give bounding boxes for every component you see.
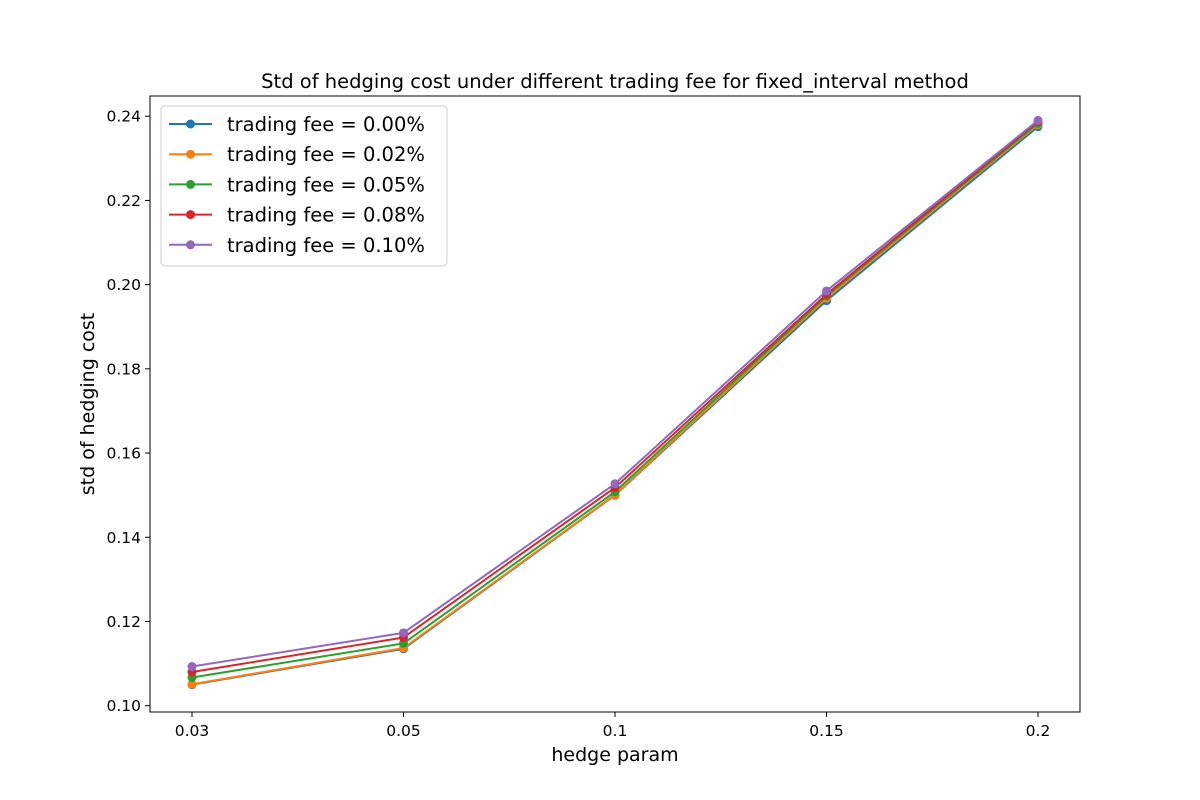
legend: trading fee = 0.00% trading fee = 0.02% tr…	[160, 105, 448, 267]
y-tick-label: 0.14	[106, 529, 141, 547]
data-point	[187, 679, 197, 689]
data-point	[1033, 115, 1043, 125]
x-tick-label: 0.03	[175, 722, 210, 740]
legend-item: trading fee = 0.00%	[169, 113, 425, 136]
data-point	[822, 286, 831, 296]
legend-label: trading fee = 0.10%	[227, 234, 425, 257]
x-tick-label: 0.2	[1026, 722, 1051, 740]
y-axis: 0.10 0.12 0.14 0.16 0.18 0.20 0.22 0.24	[106, 108, 150, 715]
legend-item: trading fee = 0.02%	[169, 143, 425, 166]
x-tick-label: 0.1	[603, 722, 628, 740]
x-axis: 0.03 0.05 0.1 0.15 0.2	[175, 712, 1051, 740]
legend-marker	[186, 240, 195, 250]
data-point	[610, 479, 620, 489]
x-tick-label: 0.15	[809, 722, 844, 740]
data-point	[399, 628, 408, 638]
y-tick-label: 0.12	[106, 613, 141, 631]
legend-label: trading fee = 0.08%	[227, 204, 425, 227]
y-tick-label: 0.16	[106, 445, 141, 463]
series-4	[187, 115, 1043, 672]
x-axis-label: hedge param	[551, 744, 678, 766]
y-tick-label: 0.24	[106, 108, 141, 126]
legend-item: trading fee = 0.08%	[169, 204, 425, 227]
chart-title: Std of hedging cost under different trad…	[261, 70, 969, 93]
x-tick-label: 0.05	[386, 722, 421, 740]
legend-marker	[186, 210, 195, 220]
y-tick-label: 0.20	[106, 276, 141, 294]
y-axis-label: std of hedging cost	[77, 313, 99, 496]
series-group	[187, 115, 1043, 690]
data-point	[187, 662, 197, 672]
legend-label: trading fee = 0.00%	[227, 113, 425, 136]
y-tick-label: 0.22	[106, 192, 141, 210]
y-tick-label: 0.10	[106, 697, 141, 715]
legend-marker	[186, 179, 195, 189]
y-tick-label: 0.18	[106, 360, 141, 378]
legend-label: trading fee = 0.05%	[227, 173, 425, 196]
legend-box	[160, 105, 448, 267]
legend-label: trading fee = 0.02%	[227, 143, 425, 166]
legend-item: trading fee = 0.05%	[169, 173, 425, 196]
legend-item: trading fee = 0.10%	[169, 234, 425, 257]
legend-marker	[186, 119, 195, 129]
legend-marker	[186, 149, 195, 159]
